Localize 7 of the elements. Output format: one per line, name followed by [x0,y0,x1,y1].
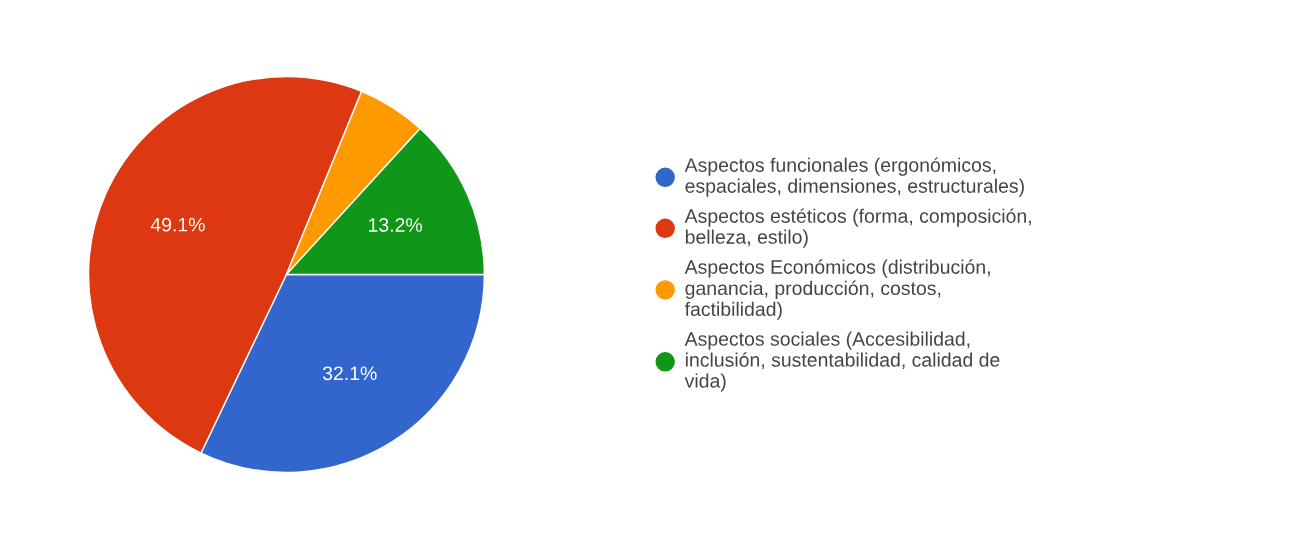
data-label: 13.2% [369,218,422,232]
legend-label: Aspectos estéticos (forma, composición, belleza, estilo) [684,208,1031,248]
legend-label: Aspectos sociales (Accesibilidad, inclusión, sustentabilidad, calidad de vida) [684,331,1000,392]
legend-label: Aspectos funcionales (ergonómicos, espaciales, dimensiones, estructurales) [684,157,1024,197]
legend-label: Aspectos Económicos (distribución, ganancia, producción, costos, factibilidad) [684,259,990,320]
data-label: 49.1% [150,217,205,232]
data-label: 32.1% [322,366,377,381]
